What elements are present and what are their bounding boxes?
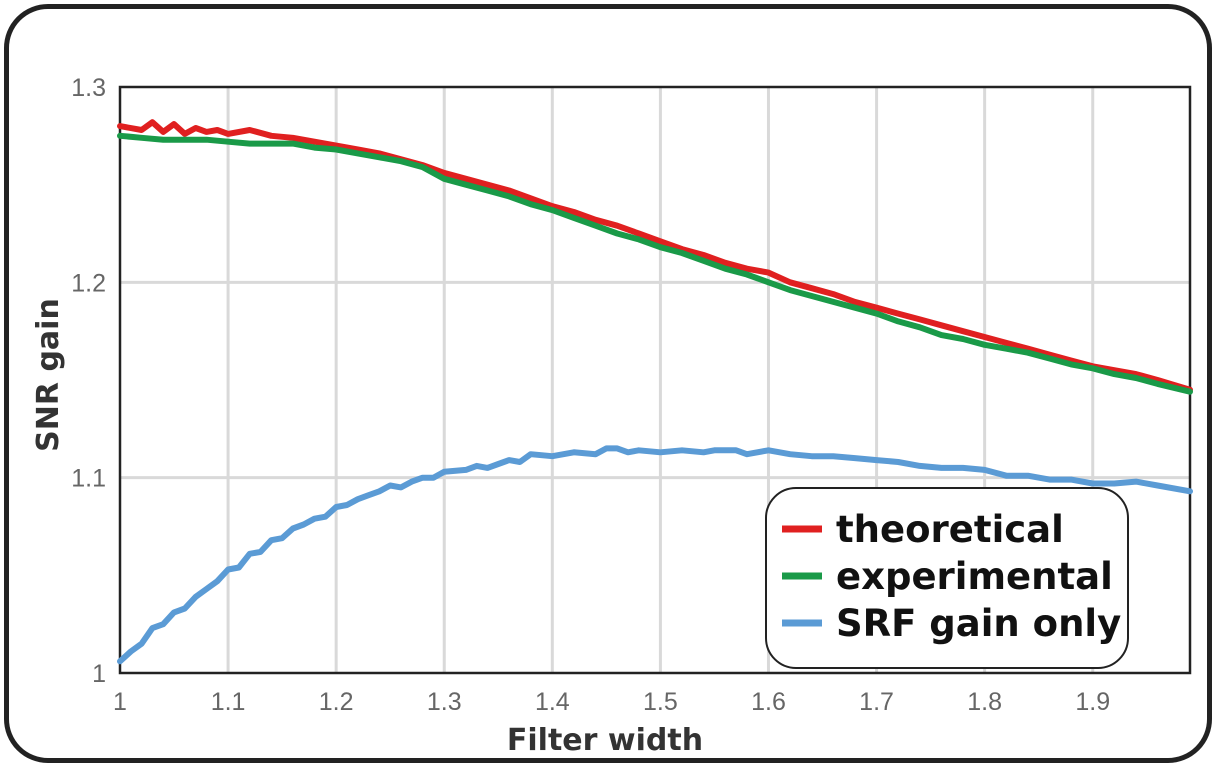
x-axis-ticks: 1 1.1 1.2 1.3 1.4 1.5 1.6 1.7 1.8 1.9 <box>113 688 1110 716</box>
x-tick-label: 1.3 <box>427 688 462 716</box>
series-line-experimental <box>117 132 1193 395</box>
x-tick-label: 1 <box>113 688 127 716</box>
series-layer <box>117 119 1193 665</box>
legend-box <box>765 487 1129 669</box>
y-tick-label: 1.1 <box>71 465 106 493</box>
y-tick-label: 1 <box>92 660 106 688</box>
plot-area <box>118 85 1192 675</box>
series-line-srf-gain-only <box>117 445 1193 665</box>
y-axis-ticks: 1 1.1 1.2 1.3 <box>71 74 106 688</box>
y-axis-label: SNR gain <box>31 298 66 452</box>
x-axis-label: Filter width <box>507 723 703 758</box>
x-tick-label: 1.9 <box>1075 688 1110 716</box>
y-tick-label: 1.3 <box>71 74 106 102</box>
legend-label-theoretical: theoretical <box>836 508 1064 551</box>
y-tick-label: 1.2 <box>71 269 106 297</box>
series-line-theoretical <box>117 119 1193 393</box>
legend: theoretical experimental SRF gain only <box>765 487 1129 669</box>
x-tick-label: 1.7 <box>859 688 894 716</box>
legend-label-srf-gain-only: SRF gain only <box>836 602 1121 645</box>
x-tick-label: 1.8 <box>967 688 1002 716</box>
x-tick-label: 1.2 <box>319 688 354 716</box>
x-tick-label: 1.5 <box>643 688 678 716</box>
x-tick-label: 1.4 <box>535 688 570 716</box>
legend-label-experimental: experimental <box>836 555 1113 598</box>
x-tick-label: 1.1 <box>211 688 246 716</box>
x-tick-label: 1.6 <box>751 688 786 716</box>
